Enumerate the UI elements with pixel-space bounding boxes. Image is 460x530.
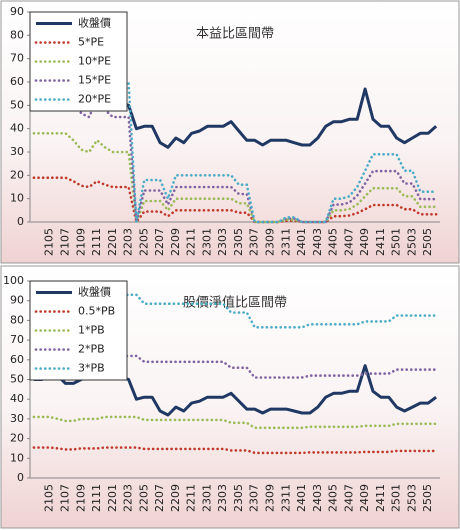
series-line xyxy=(32,132,438,224)
chart-title: 本益比區間帶 xyxy=(196,27,274,42)
x-tick-label: 2403 xyxy=(311,228,324,256)
x-tick-label: 2303 xyxy=(216,484,229,512)
x-tick-label: 2311 xyxy=(279,228,292,256)
x-tick-label: 2111 xyxy=(90,484,103,512)
x-tick-label: 2107 xyxy=(58,484,71,512)
x-tick-label: 2201 xyxy=(106,228,119,256)
y-tick-label: 50 xyxy=(10,373,24,386)
x-tick-label: 2505 xyxy=(421,228,434,256)
y-tick-label: 30 xyxy=(10,145,24,158)
legend: 收盤價 0.5*PB 1*PB 2*PB 3*PB xyxy=(29,280,128,381)
y-tick-label: 80 xyxy=(10,28,24,41)
x-tick-label: 2203 xyxy=(122,228,135,256)
x-tick-label: 2203 xyxy=(122,484,135,512)
x-tick-label: 2207 xyxy=(153,228,166,256)
x-tick-label: 2411 xyxy=(374,228,387,256)
y-tick-label: 0 xyxy=(17,471,24,484)
y-tick-label: 70 xyxy=(10,333,24,346)
x-tick-label: 2411 xyxy=(374,484,387,512)
x-tick-label: 2307 xyxy=(248,484,261,512)
y-tick-label: 80 xyxy=(10,313,24,326)
x-tick-label: 2309 xyxy=(263,484,276,512)
series-line xyxy=(32,87,438,224)
x-tick-label: 2401 xyxy=(295,484,308,512)
x-tick-label: 2105 xyxy=(43,228,56,256)
y-tick-label: 70 xyxy=(10,52,24,65)
x-tick-label: 2407 xyxy=(342,484,355,512)
x-tick-label: 2205 xyxy=(137,228,150,256)
x-tick-label: 2209 xyxy=(169,484,182,512)
x-tick-label: 2207 xyxy=(153,484,166,512)
x-tick-label: 2211 xyxy=(185,484,198,512)
x-tick-label: 2211 xyxy=(185,228,198,256)
y-tick-label: 90 xyxy=(10,5,24,18)
x-tick-label: 2209 xyxy=(169,228,182,256)
y-tick-label: 40 xyxy=(10,392,24,405)
x-tick-label: 2305 xyxy=(232,228,245,256)
x-tick-label: 2407 xyxy=(342,228,355,256)
x-tick-label: 2505 xyxy=(421,484,434,512)
x-tick-label: 2309 xyxy=(263,228,276,256)
legend: 收盤價 5*PE 10*PE 15*PE 20*PE xyxy=(29,11,128,112)
legend-label: 3*PB xyxy=(78,362,105,375)
x-tick-label: 2405 xyxy=(327,228,340,256)
x-tick-label: 2403 xyxy=(311,484,324,512)
x-tick-label: 2301 xyxy=(200,228,213,256)
y-tick-label: 50 xyxy=(10,98,24,111)
x-tick-label: 2501 xyxy=(390,484,403,512)
y-tick-label: 100 xyxy=(3,274,24,287)
series-line xyxy=(32,415,438,430)
x-tick-label: 2107 xyxy=(58,228,71,256)
y-tick-label: 60 xyxy=(10,75,24,88)
x-tick-label: 2311 xyxy=(279,484,292,512)
legend-label: 5*PE xyxy=(78,36,104,49)
y-tick-label: 40 xyxy=(10,122,24,135)
legend-label: 收盤價 xyxy=(78,285,111,299)
x-tick-label: 2111 xyxy=(90,228,103,256)
y-tick-label: 20 xyxy=(10,168,24,181)
legend-label: 1*PB xyxy=(78,324,105,337)
x-tick-label: 2409 xyxy=(358,484,371,512)
x-tick-label: 2307 xyxy=(248,228,261,256)
legend-label: 收盤價 xyxy=(78,16,111,30)
y-tick-label: 10 xyxy=(10,192,24,205)
series-line xyxy=(32,446,438,455)
x-tick-label: 2303 xyxy=(216,228,229,256)
chart-title: 股價淨值比區間帶 xyxy=(183,295,287,311)
x-tick-label: 2201 xyxy=(106,484,119,512)
y-tick-label: 90 xyxy=(10,294,24,307)
x-tick-label: 2305 xyxy=(232,484,245,512)
x-tick-label: 2205 xyxy=(137,484,150,512)
x-tick-label: 2405 xyxy=(327,484,340,512)
x-tick-label: 2503 xyxy=(405,228,418,256)
x-tick-label: 2401 xyxy=(295,228,308,256)
y-tick-label: 20 xyxy=(10,432,24,445)
x-tick-label: 2109 xyxy=(74,484,87,512)
legend-label: 2*PB xyxy=(78,343,105,356)
x-tick-label: 2501 xyxy=(390,228,403,256)
x-tick-label: 2109 xyxy=(74,228,87,256)
y-tick-label: 10 xyxy=(10,451,24,464)
y-tick-label: 0 xyxy=(17,215,24,228)
x-tick-label: 2105 xyxy=(43,484,56,512)
y-tick-label: 30 xyxy=(10,412,24,425)
legend-label: 20*PE xyxy=(78,93,111,106)
legend-label: 10*PE xyxy=(78,55,111,68)
series-line xyxy=(32,176,438,226)
legend-label: 0.5*PB xyxy=(78,305,115,318)
x-tick-label: 2409 xyxy=(358,228,371,256)
x-tick-label: 2301 xyxy=(200,484,213,512)
legend-label: 15*PE xyxy=(78,74,111,87)
x-tick-label: 2503 xyxy=(405,484,418,512)
y-tick-label: 60 xyxy=(10,353,24,366)
